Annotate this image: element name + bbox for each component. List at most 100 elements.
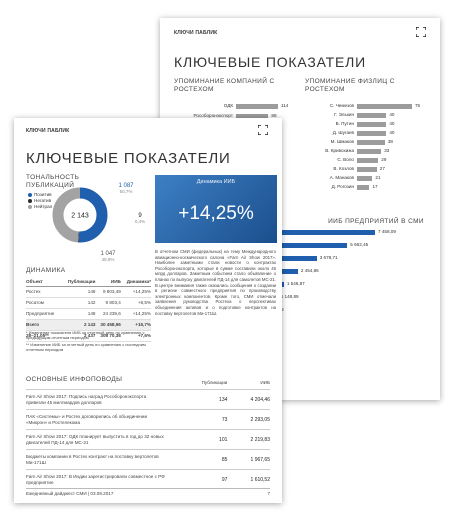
bar-value: 75 <box>415 103 421 108</box>
bar-value: 2 454,86 <box>300 268 319 273</box>
table-cell: 148 <box>87 311 96 316</box>
table-row: Всего 2 143 30 458,96 +15,7% <box>26 319 151 331</box>
table-row: Росатом 142 9 803,4 +8,5% <box>26 298 151 309</box>
bar-row: 2 454,86 <box>260 267 435 275</box>
table-cell: 1 967,65 <box>250 456 270 463</box>
bar-value: 27 <box>379 166 385 171</box>
dynamics-table: Объект Публикации ИИБ Динамика* Ростех 148 9 8… <box>26 278 151 342</box>
table-cell: +7,6% <box>137 333 151 338</box>
expand-icon <box>258 125 268 135</box>
bar <box>357 157 379 163</box>
front-page: КЛЮЧИ ПАБЛИК КЛЮЧЕВЫЕ ПОКАЗАТЕЛИ ТОНАЛЬН… <box>14 118 282 503</box>
highlight-box: Динамика ИИБ +14,25% <box>155 175 277 243</box>
table-cell: 142 <box>87 300 96 305</box>
table-cell: 134 <box>219 396 228 403</box>
column-header: Динамика* <box>126 279 151 284</box>
bar-label: Г. Элькин <box>334 112 354 117</box>
topics-table: Публикации ИИБ Farn Air Show 2017: Подпись… <box>26 380 270 489</box>
bar-row: В. Путин 40 <box>305 120 435 128</box>
table-row: Бюджеты компании в Ростех контракт на по… <box>26 449 270 470</box>
legend-label: Негатив <box>34 198 52 203</box>
bar-list: 7 458,09 5 662,45 3 678,71 2 454,86 1 546,87… <box>260 228 435 338</box>
bar-row: С. Чемезов 75 <box>305 102 435 110</box>
table-cell: 2 293,05 <box>250 416 270 423</box>
bar-row: Г. Элькин 40 <box>305 111 435 119</box>
table-cell: ПАК «Системы» и Ростех договорились об о… <box>26 413 148 425</box>
notes: * Изменение показателя ИИБ за отчетный д… <box>26 330 151 354</box>
legend: Позитив Негатив Нейтрал <box>28 192 68 210</box>
section-heading: УПОМИНАНИЕ КОМПАНИЙ С РОСТЕХОМ <box>174 78 275 93</box>
table-cell: +14,25% <box>132 311 151 316</box>
donut-share: 0,4% <box>135 219 145 224</box>
bar <box>357 112 387 118</box>
page-header: КЛЮЧИ ПАБЛИК <box>26 128 70 134</box>
bar <box>357 166 377 172</box>
table-cell: 308 70,38 <box>100 333 121 338</box>
page-number: 7 <box>267 491 270 496</box>
expand-icon <box>416 27 426 37</box>
page-header: КЛЮЧИ ПАБЛИК <box>174 30 218 36</box>
table-cell: 85 <box>221 456 228 463</box>
column-header: Публикации <box>67 279 96 284</box>
bar-value: 1 148,89 <box>280 294 299 299</box>
bar <box>260 229 375 235</box>
bar-value: 88 <box>271 113 277 118</box>
table-row: ПАК «Системы» и Ростех договорились об о… <box>26 409 270 430</box>
bar-label: В. Путин <box>335 121 354 126</box>
bar <box>260 242 348 248</box>
table-cell: 97 <box>221 476 228 483</box>
bar-label: Д. Рогозин <box>331 184 354 189</box>
table-cell: 9 803,49 <box>102 289 121 294</box>
table-cell: 1 610,52 <box>250 476 270 483</box>
bar-label: В. Кривохижа <box>325 148 354 153</box>
bar-value: 40 <box>389 130 395 135</box>
bar-list: С. Чемезов 75 Г. Элькин 40 В. Путин 40 Д. Шуга… <box>305 102 435 192</box>
table-row: 28–21.05** 2 437 308 70,38 +7,6% <box>26 330 151 342</box>
table-cell: 30 458,96 <box>100 322 121 327</box>
donut-share: 48,9% <box>102 257 115 262</box>
bar-row: 412,5 <box>260 319 435 327</box>
table-cell: Farn Air Show 2017: Подпись наград Рособ… <box>26 393 147 405</box>
table-cell: Росатом <box>26 300 44 305</box>
bar-row: С. Воло 29 <box>305 156 435 164</box>
table-cell: Ростех <box>26 289 41 294</box>
paragraph: В отчетном СМИ (федеральных) на тему Меж… <box>155 249 276 316</box>
table-row: Ростех 148 9 803,49 +14,25% <box>26 287 151 298</box>
legend-item: Нейтрал <box>28 204 68 210</box>
table-cell: +15,7% <box>135 322 151 327</box>
section-heading: ОСНОВНЫЕ ИНФОПОВОДЫ <box>26 376 123 383</box>
footer-text: Ежедневный дайджест СМИ | 03.08.2017 <box>26 491 114 496</box>
table-cell: 148 <box>87 289 96 294</box>
table-cell: 2 143 <box>83 322 96 327</box>
donut-value: 9 <box>138 213 142 219</box>
bar-row: 3 678,71 <box>260 254 435 262</box>
bar-label: М. Шмаков <box>330 139 354 144</box>
table-header: Публикации ИИБ <box>26 380 270 390</box>
section-heading: ТОНАЛЬНОСТЬ ПУБЛИКАЦИЙ <box>26 174 80 189</box>
column-header: Объект <box>26 279 43 284</box>
section-heading: ДИНАМИКА <box>26 267 66 274</box>
bar-row: А. Манаков 21 <box>305 174 435 182</box>
footer: Ежедневный дайджест СМИ | 03.08.2017 7 <box>26 488 270 496</box>
bar <box>236 113 269 119</box>
bar-value: 3 678,71 <box>319 255 338 260</box>
bar-value: 40 <box>389 112 395 117</box>
legend-swatch <box>28 205 32 209</box>
bar-label: ОДК <box>223 103 233 108</box>
bar-label: Д. Шугаев <box>332 130 354 135</box>
bar-row: ОДК 114 <box>174 102 304 110</box>
bar-label: С. Чемезов <box>329 103 354 108</box>
table-cell: +14,25% <box>132 289 151 294</box>
table-cell: 2 437 <box>83 333 96 338</box>
bar-row: В. Козлов 27 <box>305 165 435 173</box>
legend-swatch <box>28 193 32 197</box>
highlight-value: +14,25% <box>178 203 254 224</box>
table-cell: Бюджеты компании в Ростех контракт на по… <box>26 453 159 465</box>
bar-value: 33 <box>384 148 390 153</box>
table-cell: 24 239,6 <box>102 311 121 316</box>
bar-value: 29 <box>381 157 387 162</box>
legend-item: Позитив <box>28 192 68 198</box>
bar <box>357 139 385 145</box>
bar-row: 5 662,45 <box>260 241 435 249</box>
table-cell: 28–21.05** <box>26 333 49 338</box>
